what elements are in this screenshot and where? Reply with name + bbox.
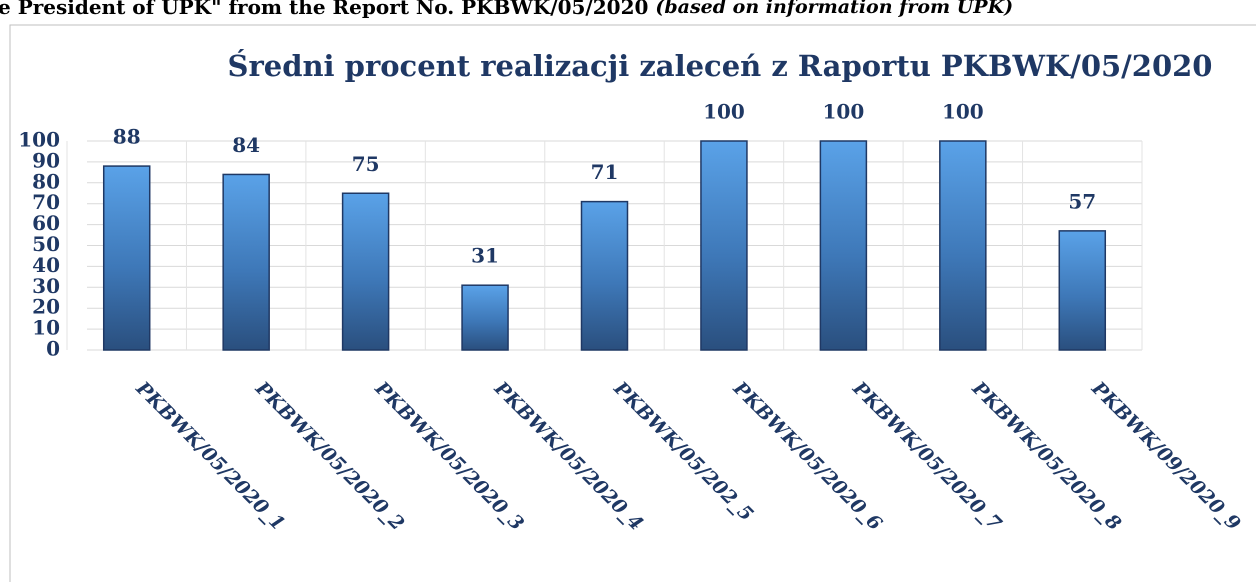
bar xyxy=(341,192,390,351)
data-label: 75 xyxy=(352,152,380,176)
bar xyxy=(222,173,270,351)
y-tick-label: 70 xyxy=(32,190,60,214)
data-label: 88 xyxy=(113,125,141,149)
data-label: 100 xyxy=(942,100,984,124)
y-tick-label: 60 xyxy=(32,211,60,235)
caption-main: e President of UPK" from the Report No. … xyxy=(0,0,648,19)
bar xyxy=(819,140,868,351)
y-tick-label: 10 xyxy=(32,316,60,340)
y-tick-label: 20 xyxy=(32,295,60,319)
caption: e President of UPK" from the Report No. … xyxy=(0,0,1013,19)
y-tick-label: 30 xyxy=(32,274,60,298)
data-label: 100 xyxy=(703,100,745,124)
y-tick-label: 80 xyxy=(32,169,60,193)
bar xyxy=(1058,230,1107,351)
bar xyxy=(102,165,151,351)
bar xyxy=(580,200,629,351)
bar xyxy=(700,140,748,351)
bar xyxy=(939,140,987,351)
data-label: 84 xyxy=(232,133,260,157)
y-tick-label: 0 xyxy=(46,337,60,361)
y-tick-label: 90 xyxy=(32,148,60,172)
y-tick-label: 100 xyxy=(18,128,60,152)
data-label: 71 xyxy=(591,160,619,184)
data-label: 100 xyxy=(823,100,865,124)
chart-title: Średni procent realizacji zaleceń z Rapo… xyxy=(228,47,1213,83)
y-tick-label: 40 xyxy=(32,253,60,277)
bar xyxy=(461,284,509,351)
y-tick-label: 50 xyxy=(32,232,60,256)
data-label: 31 xyxy=(471,244,499,268)
chart-frame xyxy=(9,24,1256,582)
caption-note: (based on information from UPK) xyxy=(655,0,1013,18)
data-label: 57 xyxy=(1068,189,1096,213)
